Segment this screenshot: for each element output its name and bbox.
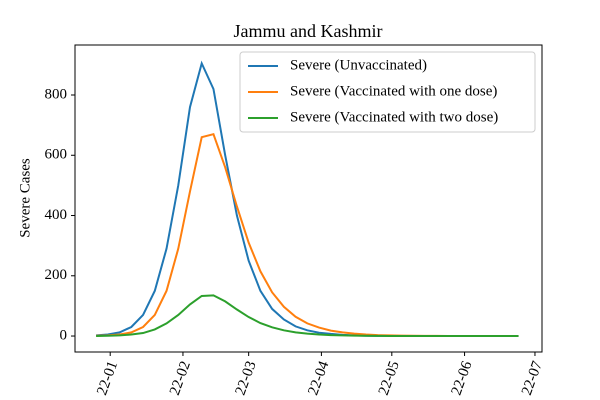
x-tick-label: 22-05 [376,359,403,397]
chart-title: Jammu and Kashmir [234,21,383,41]
line-series [96,132,519,338]
legend-label: Severe (Vaccinated with one dose) [290,83,497,99]
y-axis-label: Severe Cases [17,158,33,238]
legend-label: Severe (Unvaccinated) [290,57,427,73]
y-tick-label: 0 [60,327,68,343]
x-tick-label: 22-01 [94,359,121,397]
line-series [96,294,519,338]
x-tick-label: 22-04 [305,359,332,398]
y-tick-label: 600 [45,147,68,163]
x-tick-label: 22-07 [519,359,546,398]
y-tick-label: 800 [45,86,68,102]
x-tick-label: 22-02 [167,359,194,397]
plot-frame [74,44,543,353]
y-tick-label: 400 [45,207,68,223]
legend-box [239,51,536,133]
x-tick-label: 22-03 [233,359,260,397]
legend-label: Severe (Vaccinated with two dose) [290,109,498,125]
x-tick-label: 22-06 [449,359,476,398]
y-tick-label: 200 [45,267,68,283]
